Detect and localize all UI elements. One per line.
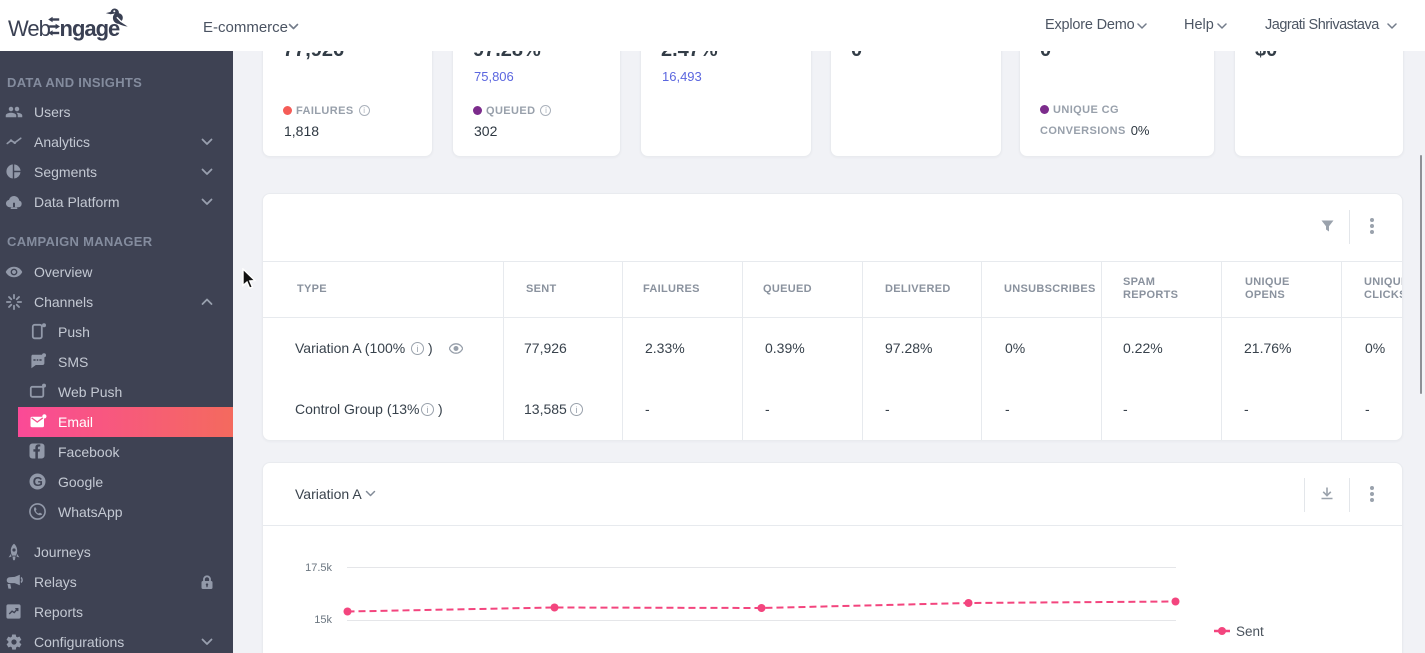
svg-text:G: G	[33, 474, 43, 489]
